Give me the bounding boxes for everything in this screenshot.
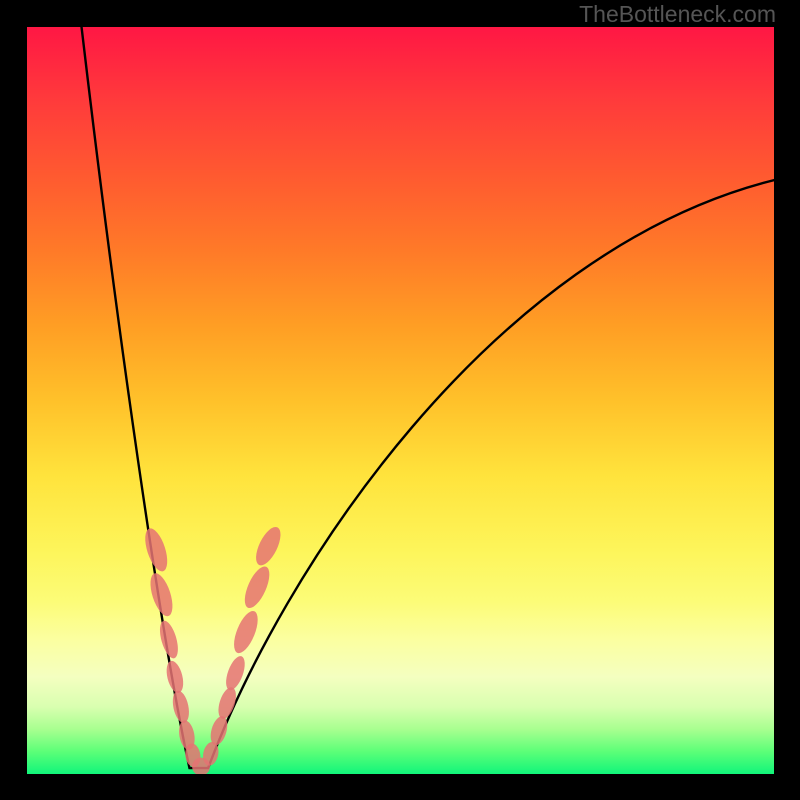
- plot-area: [27, 27, 774, 774]
- chart-stage: TheBottleneck.com: [0, 0, 800, 800]
- curve-svg: [27, 27, 774, 774]
- watermark-text: TheBottleneck.com: [579, 1, 776, 28]
- gradient-background: [27, 27, 774, 774]
